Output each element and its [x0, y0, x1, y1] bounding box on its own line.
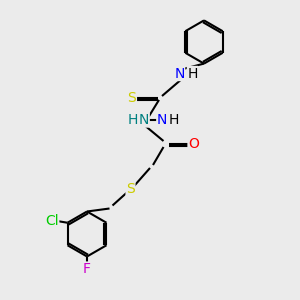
Text: N: N	[139, 113, 149, 127]
Text: H: H	[128, 113, 138, 127]
Text: Cl: Cl	[45, 214, 59, 228]
Text: H: H	[168, 113, 178, 127]
Text: N: N	[157, 113, 167, 127]
Text: N: N	[174, 67, 184, 80]
Text: S: S	[128, 91, 136, 104]
Text: H: H	[188, 67, 198, 80]
Text: O: O	[188, 137, 199, 151]
Text: S: S	[126, 182, 135, 196]
Text: F: F	[83, 262, 91, 276]
